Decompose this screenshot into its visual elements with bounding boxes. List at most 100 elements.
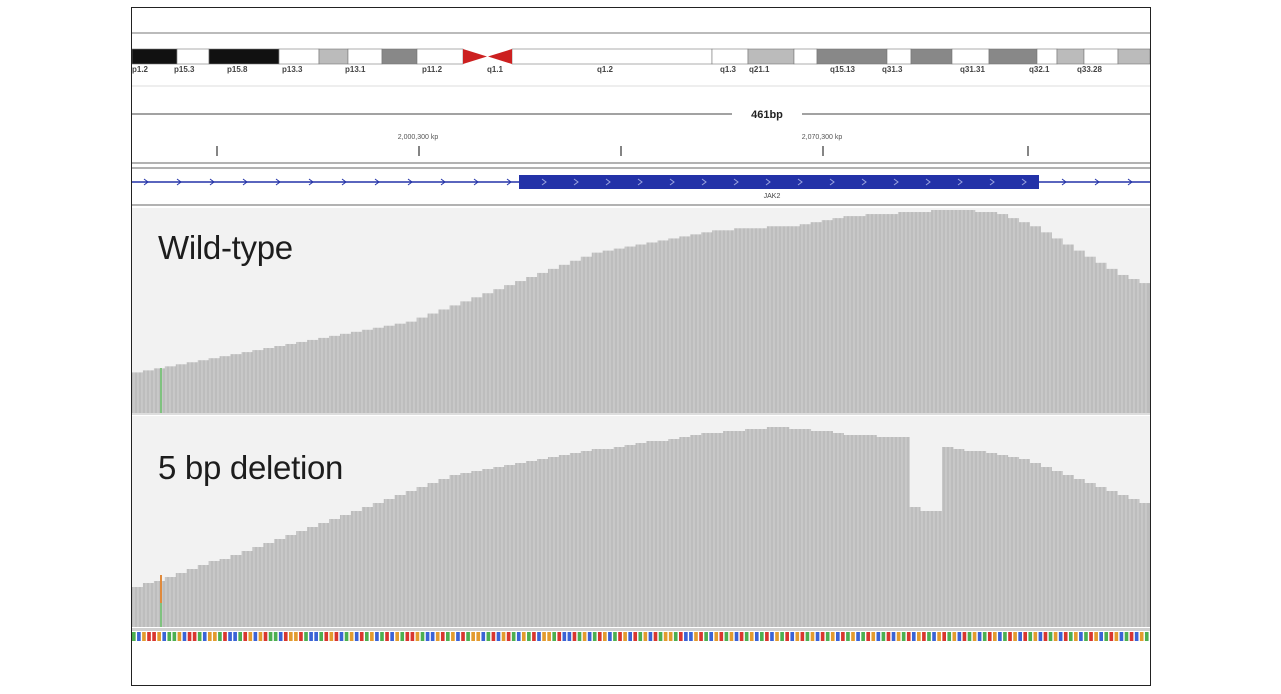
ideogram-band (816, 48, 888, 65)
sequence-base (927, 632, 931, 641)
deletion-coverage-bar (318, 523, 330, 627)
deletion-coverage-bar (547, 457, 560, 627)
sequence-base (547, 632, 551, 641)
wild-type-coverage-bar (1029, 226, 1041, 413)
sequence-base (527, 632, 531, 641)
sequence-base (248, 632, 253, 641)
sequence-base (835, 632, 840, 641)
sequence-base (1033, 632, 1038, 641)
sequence-base (359, 632, 364, 641)
sequence-base (1048, 632, 1053, 641)
deletion-coverage-bar (1139, 503, 1150, 627)
sequence-base (1104, 632, 1109, 641)
sequence-base (846, 632, 850, 641)
sequence-base (456, 632, 460, 641)
sequence-base (370, 632, 374, 641)
sequence-base (1124, 632, 1129, 641)
sequence-base (1129, 632, 1134, 641)
ideogram-band-label: p15.8 (227, 65, 248, 74)
deletion-coverage-bar (164, 577, 177, 627)
centromere-marker (463, 49, 487, 64)
sequence-base (233, 632, 237, 641)
deletion-coverage-bar (613, 447, 625, 627)
sequence-base (648, 632, 653, 641)
sequence-base (511, 632, 516, 641)
strand-arrow (1021, 178, 1027, 186)
sequence-base (618, 632, 622, 641)
ideogram-band (347, 48, 383, 65)
strand-arrow (669, 178, 675, 186)
wild-type-coverage-bar (755, 228, 768, 413)
deletion-coverage-bar (153, 581, 166, 627)
deletion-coverage-bar (854, 435, 866, 627)
sequence-base (1068, 632, 1073, 641)
sequence-base (299, 632, 303, 641)
sequence-base (228, 632, 232, 641)
sequence-base (678, 632, 683, 641)
wild-type-coverage-bar (318, 337, 330, 413)
sequence-base (521, 632, 526, 641)
wild-type-coverage-bar (810, 222, 823, 413)
ideogram-band (988, 48, 1038, 65)
sequence-base (400, 632, 405, 641)
sequence-base (283, 632, 288, 641)
sequence-base (390, 632, 394, 641)
wild-type-coverage-bar (788, 226, 801, 413)
deletion-coverage-bar (952, 449, 965, 627)
strand-arrow (925, 178, 931, 186)
sequence-base (749, 632, 754, 641)
deletion-coverage-bar (329, 519, 341, 627)
deletion-coverage-bar (974, 451, 987, 627)
sequence-base (754, 632, 759, 641)
sequence-base (430, 632, 435, 641)
sequence-base (1089, 632, 1093, 641)
wild-type-coverage-bar (974, 212, 987, 413)
deletion-coverage-bar (843, 435, 855, 627)
ideogram-band (416, 48, 464, 65)
sequence-base (1058, 632, 1063, 641)
sequence-base (1144, 632, 1149, 641)
wild-type-coverage-bar (865, 214, 877, 413)
sequence-base (1114, 632, 1119, 641)
sequence-base (304, 632, 308, 641)
span-label: 461bp (751, 109, 783, 121)
sequence-base (557, 632, 562, 641)
sequence-base (1109, 632, 1114, 641)
sequence-base (253, 632, 258, 641)
deletion-coverage-bar (734, 431, 746, 627)
sequence-base (162, 632, 167, 641)
deletion-coverage-bar (690, 435, 702, 627)
sequence-base (476, 632, 481, 641)
deletion-coverage-bar (996, 455, 1009, 627)
deletion-coverage-bar (526, 461, 538, 627)
strand-arrow (765, 178, 771, 186)
sequence-base (815, 632, 820, 641)
deletion-coverage-bar (537, 459, 549, 627)
ideogram-band (318, 48, 349, 65)
deletion-coverage-bar (723, 431, 735, 627)
ideogram-band (793, 48, 818, 65)
deletion-coverage-bar (963, 451, 976, 627)
sequence-base (278, 632, 283, 641)
sequence-base (770, 632, 774, 641)
ideogram-band (278, 48, 320, 65)
wild-type-coverage-bar (1051, 238, 1063, 413)
strand-arrow (733, 178, 739, 186)
strand-arrow (989, 178, 995, 186)
sequence-base (1099, 632, 1103, 641)
wild-type-coverage-bar (449, 305, 461, 413)
sequence-base (197, 632, 202, 641)
wild-type-coverage-bar (909, 212, 921, 413)
wild-type-coverage-bar (777, 226, 790, 413)
wild-type-coverage-bar (405, 321, 418, 413)
sequence-base (182, 632, 187, 641)
sequence-base (223, 632, 227, 641)
sequence-base (765, 632, 769, 641)
deletion-coverage-bar (657, 441, 669, 627)
sequence-base (542, 632, 546, 641)
sequence-base (425, 632, 430, 641)
strand-arrow (701, 178, 707, 186)
wild-type-coverage-bar (799, 224, 812, 413)
sequence-base (567, 632, 572, 641)
sequence-base (876, 632, 881, 641)
